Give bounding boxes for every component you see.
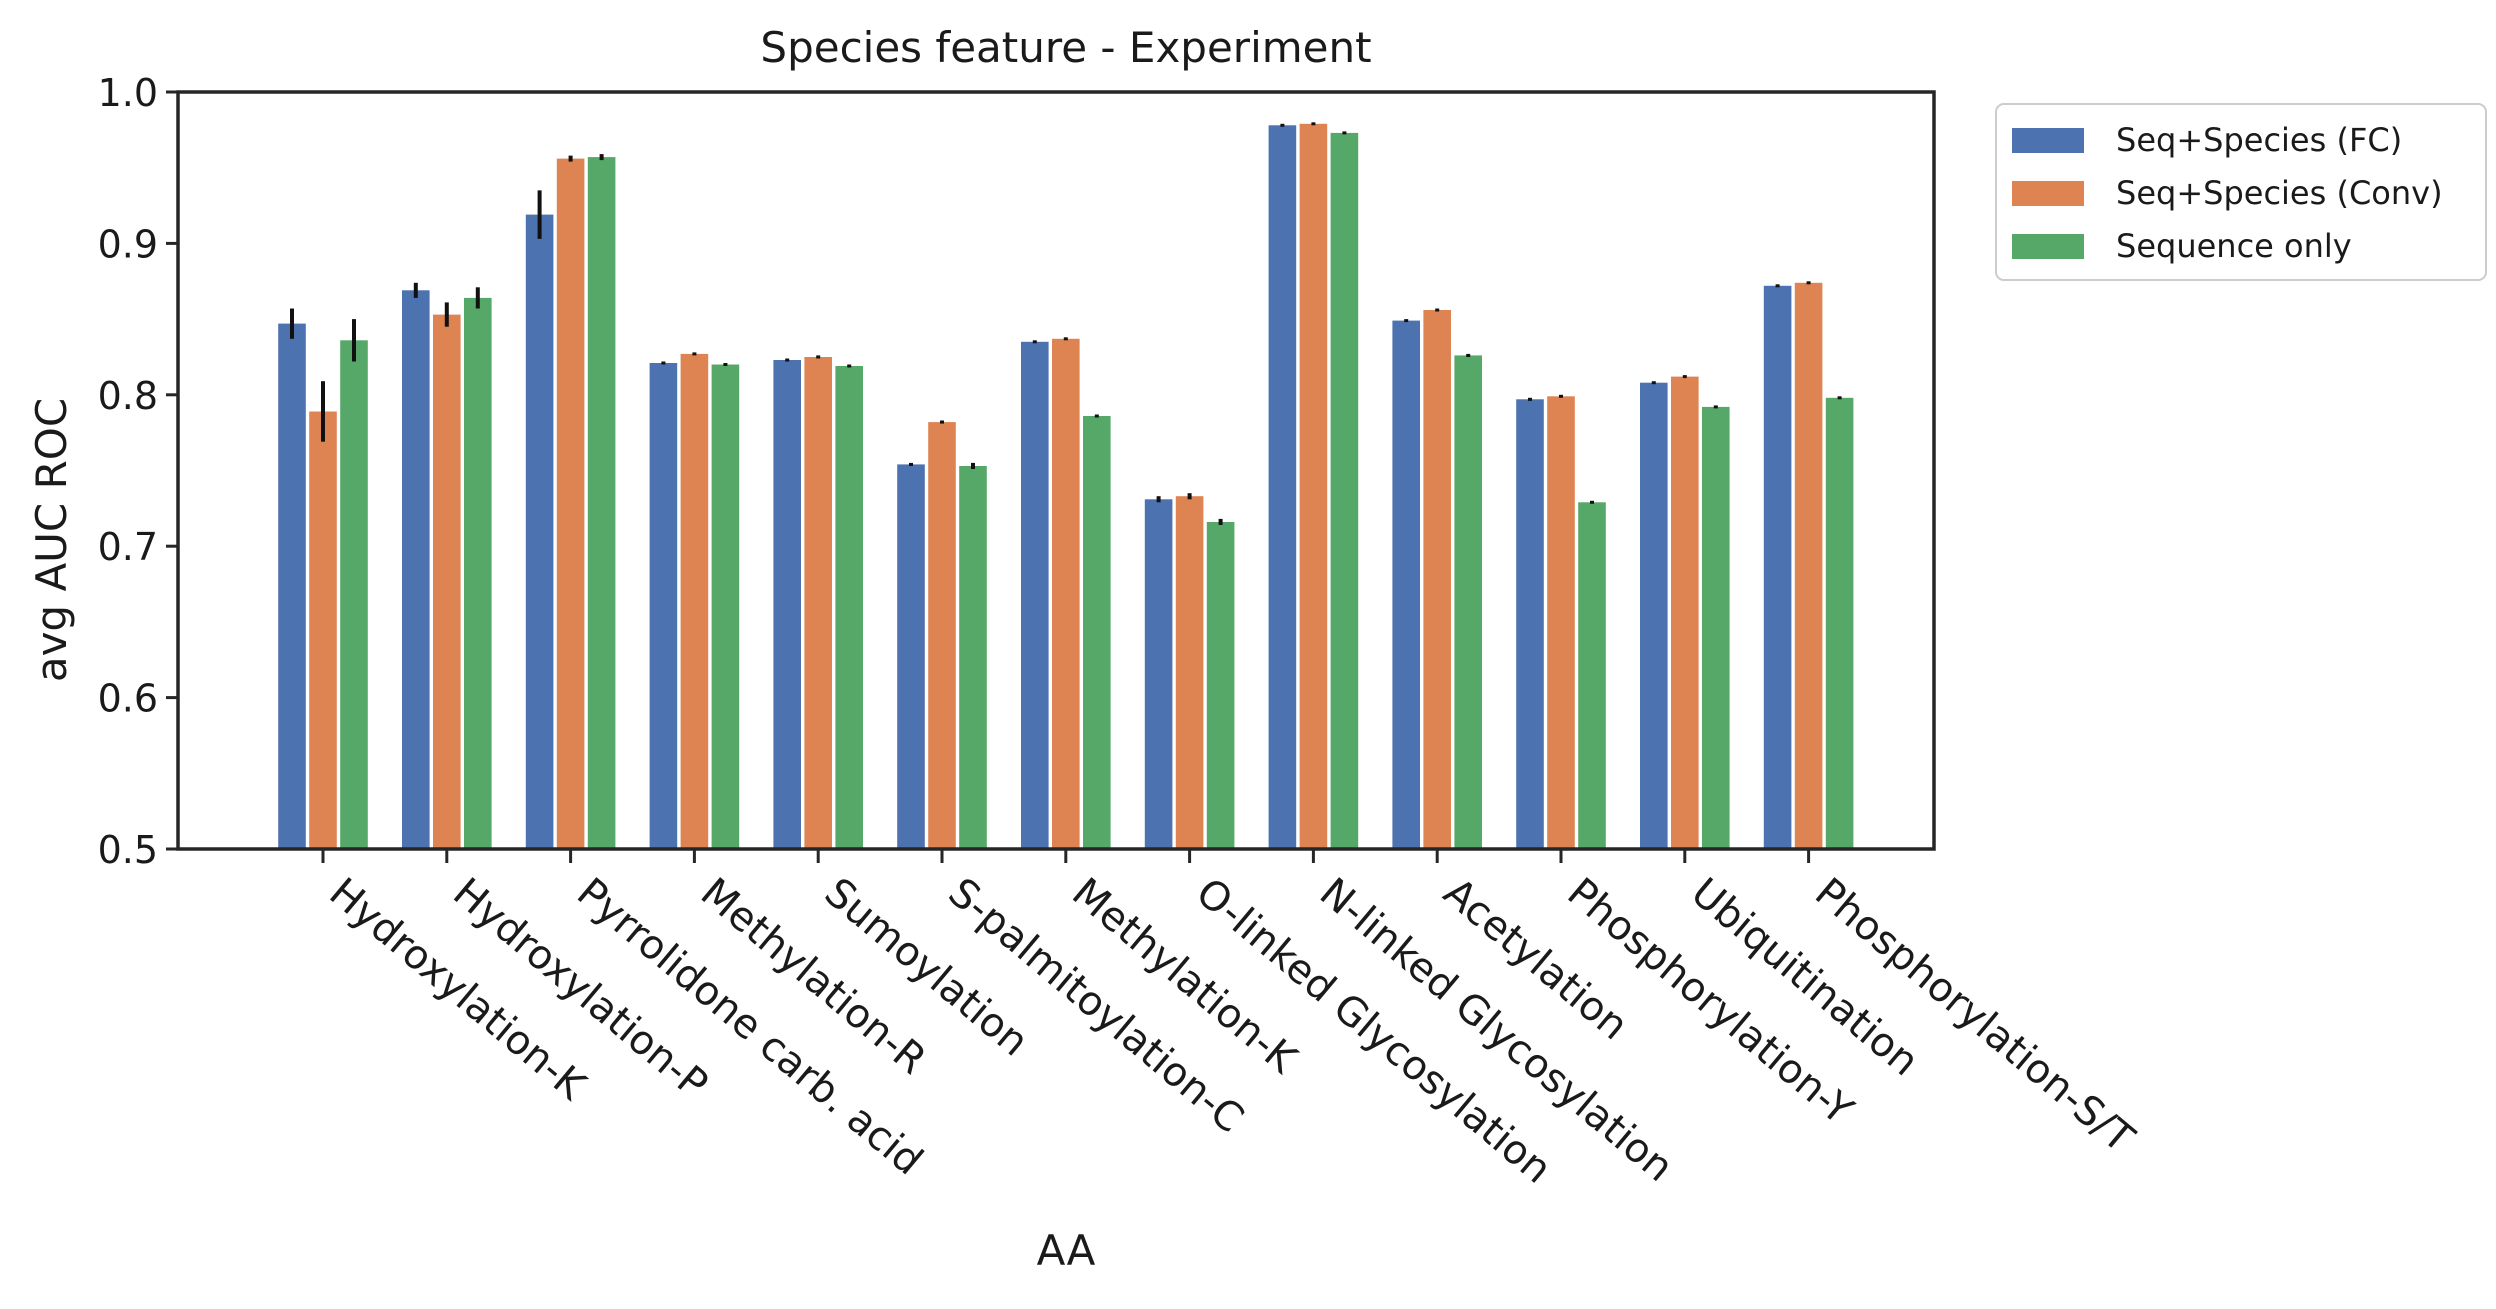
bar-2-13 xyxy=(1794,282,1823,849)
legend-swatch-1 xyxy=(2012,128,2084,153)
bar-3-12 xyxy=(1702,406,1730,849)
chart-title: Species feature - Experiment xyxy=(760,23,1371,72)
bar-2-5 xyxy=(804,357,832,849)
bar-1-13 xyxy=(1763,285,1792,849)
bar-1-4 xyxy=(649,363,678,849)
y-axis-label: avg AUC ROC xyxy=(27,398,76,682)
bar-2-10 xyxy=(1423,310,1451,849)
legend-box xyxy=(1995,103,2487,281)
bar-2-2 xyxy=(433,314,461,850)
bar-2-1 xyxy=(309,411,337,849)
bar-1-9 xyxy=(1268,125,1297,850)
error-bars-layer xyxy=(290,122,1842,525)
bar-3-13 xyxy=(1825,397,1854,849)
bar-1-3 xyxy=(525,214,554,850)
bars-layer xyxy=(278,123,1854,850)
bar-3-7 xyxy=(1083,416,1111,849)
bar-1-5 xyxy=(773,360,801,849)
legend-label-1: Seq+Species (FC) xyxy=(2116,121,2402,159)
bar-2-3 xyxy=(556,158,585,850)
legend-swatch-3 xyxy=(2012,234,2084,259)
bar-2-6 xyxy=(928,422,956,849)
legend-swatch-2 xyxy=(2012,181,2084,206)
y-tick-label-2: 0.6 xyxy=(98,677,158,721)
y-tick-label-4: 0.8 xyxy=(98,374,158,418)
bar-3-11 xyxy=(1578,502,1606,849)
bar-1-1 xyxy=(278,323,306,850)
legend: Seq+Species (FC) Seq+Species (Conv) Sequen… xyxy=(1995,103,2487,281)
bar-2-9 xyxy=(1299,123,1328,850)
bar-2-11 xyxy=(1547,396,1575,849)
bar-3-1 xyxy=(340,340,368,849)
y-tick-label-1: 0.5 xyxy=(98,828,158,872)
bar-1-6 xyxy=(897,464,925,849)
bar-1-7 xyxy=(1021,341,1049,849)
bar-1-10 xyxy=(1392,320,1420,850)
y-tick-label-5: 0.9 xyxy=(98,222,158,266)
x-axis-label: AA xyxy=(1037,1226,1096,1275)
y-tick-label-3: 0.7 xyxy=(98,525,158,569)
bar-3-8 xyxy=(1206,522,1235,849)
bar-1-8 xyxy=(1144,499,1173,849)
bar-3-2 xyxy=(464,297,492,849)
bar-2-4 xyxy=(680,353,709,849)
plot-frame xyxy=(176,90,1936,851)
bar-3-10 xyxy=(1454,355,1482,849)
bar-3-6 xyxy=(959,466,987,849)
bar-2-7 xyxy=(1052,338,1080,849)
y-tick-label-6: 1.0 xyxy=(98,71,158,115)
bar-2-8 xyxy=(1175,496,1204,849)
bar-3-4 xyxy=(711,364,740,849)
bar-3-5 xyxy=(835,366,863,849)
legend-label-2: Seq+Species (Conv) xyxy=(2116,174,2443,212)
bar-1-11 xyxy=(1516,399,1544,849)
bar-1-2 xyxy=(402,290,430,849)
bar-3-9 xyxy=(1330,132,1359,849)
bar-2-12 xyxy=(1671,376,1699,849)
bar-1-12 xyxy=(1640,382,1668,849)
legend-label-3: Sequence only xyxy=(2116,227,2352,265)
bar-3-3 xyxy=(587,157,616,850)
